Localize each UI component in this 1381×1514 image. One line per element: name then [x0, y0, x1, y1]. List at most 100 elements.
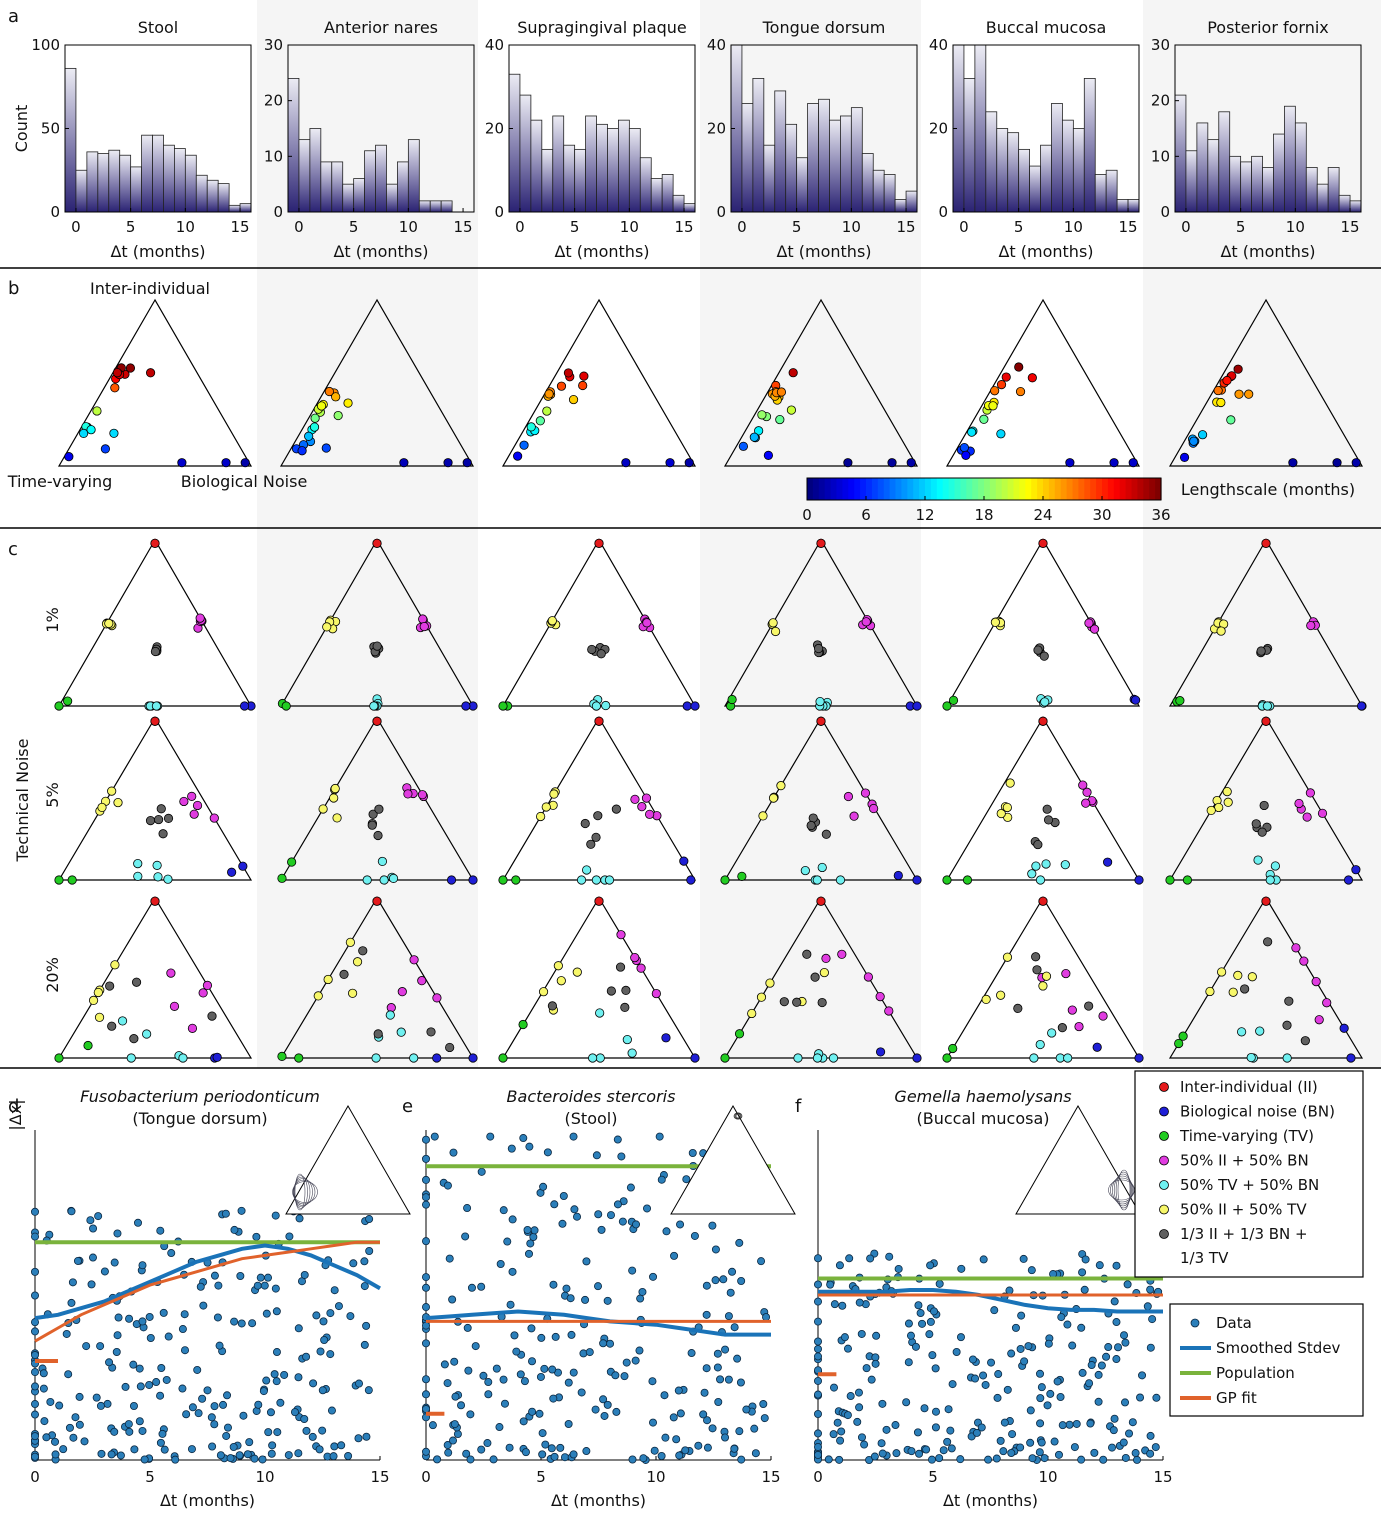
ternary-point: [756, 992, 767, 1002]
ternary-point: [1205, 986, 1215, 997]
ternary-point: [88, 995, 99, 1005]
histogram-bar: [75, 169, 88, 213]
ternary-point: [304, 431, 314, 441]
data-point: [1080, 1285, 1089, 1294]
ternary-point: [912, 701, 922, 711]
colorbar-segment: [966, 478, 973, 500]
colorbar-segment: [1155, 478, 1162, 500]
data-point: [603, 1400, 612, 1409]
data-point: [229, 1442, 238, 1451]
ternary-point: [187, 1023, 198, 1033]
colorbar-segment: [895, 478, 902, 500]
data-point: [1104, 1343, 1113, 1352]
data-point: [421, 1135, 430, 1144]
data-point: [737, 1455, 746, 1464]
data-point: [918, 1319, 927, 1328]
colorbar-segment: [1090, 478, 1097, 500]
data-point: [721, 1345, 730, 1354]
ternary-point: [776, 781, 786, 791]
ternary-point: [329, 793, 339, 803]
contour: [1117, 1169, 1131, 1211]
ternary-point: [409, 1053, 419, 1063]
ternary-c-r2-c5: [942, 716, 1144, 885]
data-point: [676, 1409, 685, 1418]
panel-letters: a b c d e f: [8, 6, 802, 1117]
data-point: [130, 1445, 139, 1454]
data-point: [253, 1281, 262, 1290]
ternary-point: [651, 988, 661, 999]
histogram-bar: [141, 134, 153, 213]
ternary-point: [1206, 805, 1216, 816]
ternary-c-r1-c4: [723, 538, 922, 711]
data-point: [461, 1232, 470, 1241]
contour: [1113, 1173, 1133, 1207]
data-point: [724, 1312, 733, 1321]
data-point: [272, 1377, 281, 1386]
data-point: [51, 1437, 60, 1446]
data-point: [1036, 1369, 1045, 1378]
data-point: [272, 1348, 281, 1357]
colorbar-segment: [936, 478, 944, 500]
ternary-point: [105, 981, 115, 991]
data-point: [538, 1450, 547, 1459]
histogram-bar: [309, 128, 322, 213]
ternary-row-b: Inter-individual Time-varying Biological N…: [7, 279, 1364, 491]
colorbar-segment: [989, 478, 997, 500]
ternary-point: [962, 875, 973, 885]
y-tick-label: 20: [264, 92, 283, 110]
histogram-bar: [228, 204, 241, 213]
colorbar-segment: [1078, 478, 1085, 500]
panel-letter-c: c: [8, 539, 18, 560]
ternary-point: [1060, 860, 1070, 870]
legend-swatch: [1159, 1229, 1169, 1239]
ternary-b-2: [279, 298, 475, 468]
histogram-bar: [894, 199, 907, 213]
colorbar-segment: [972, 478, 979, 500]
data-point: [1078, 1368, 1087, 1377]
colorbar-segment: [1107, 478, 1115, 500]
data-point: [67, 1298, 76, 1307]
ternary-point: [996, 808, 1006, 819]
ternary-point: [1302, 812, 1312, 822]
data-point: [528, 1357, 537, 1366]
ternary-point: [812, 875, 822, 885]
histogram-bar: [1284, 105, 1296, 213]
data-point: [559, 1191, 568, 1200]
plot-frame: [287, 44, 475, 213]
data-point: [549, 1280, 558, 1289]
data-point: [69, 1433, 78, 1442]
ternary-point: [763, 450, 773, 460]
data-point: [62, 1329, 71, 1338]
histogram-bar: [785, 123, 798, 213]
data-point: [857, 1329, 866, 1338]
data-point: [829, 1430, 838, 1439]
data-point: [308, 1432, 317, 1441]
ternary-point: [1074, 1021, 1084, 1032]
ternary-point: [331, 392, 341, 402]
ternary-point: [294, 1053, 304, 1063]
data-point: [258, 1455, 267, 1464]
ternary-point: [793, 1053, 803, 1063]
data-point: [330, 1286, 339, 1295]
ternary-b-5: [945, 298, 1141, 468]
data-point: [1063, 1320, 1072, 1329]
histogram-title: Posterior fornix: [1207, 18, 1329, 37]
data-point: [649, 1418, 658, 1427]
legend-swatch: [1159, 1155, 1169, 1166]
data-point: [245, 1438, 254, 1447]
ternary-point: [547, 616, 557, 626]
colorbar-segment: [948, 478, 956, 500]
data-point: [508, 1267, 517, 1276]
data-point: [867, 1375, 876, 1384]
data-point: [570, 1205, 579, 1214]
data-point: [622, 1358, 631, 1367]
ternary-point: [591, 875, 601, 885]
data-point: [1112, 1261, 1121, 1270]
data-point: [97, 1449, 106, 1458]
data-point: [569, 1132, 578, 1141]
data-point: [329, 1452, 338, 1461]
data-point: [661, 1433, 670, 1442]
contour: [292, 1179, 316, 1205]
histogram-bar: [850, 107, 863, 213]
